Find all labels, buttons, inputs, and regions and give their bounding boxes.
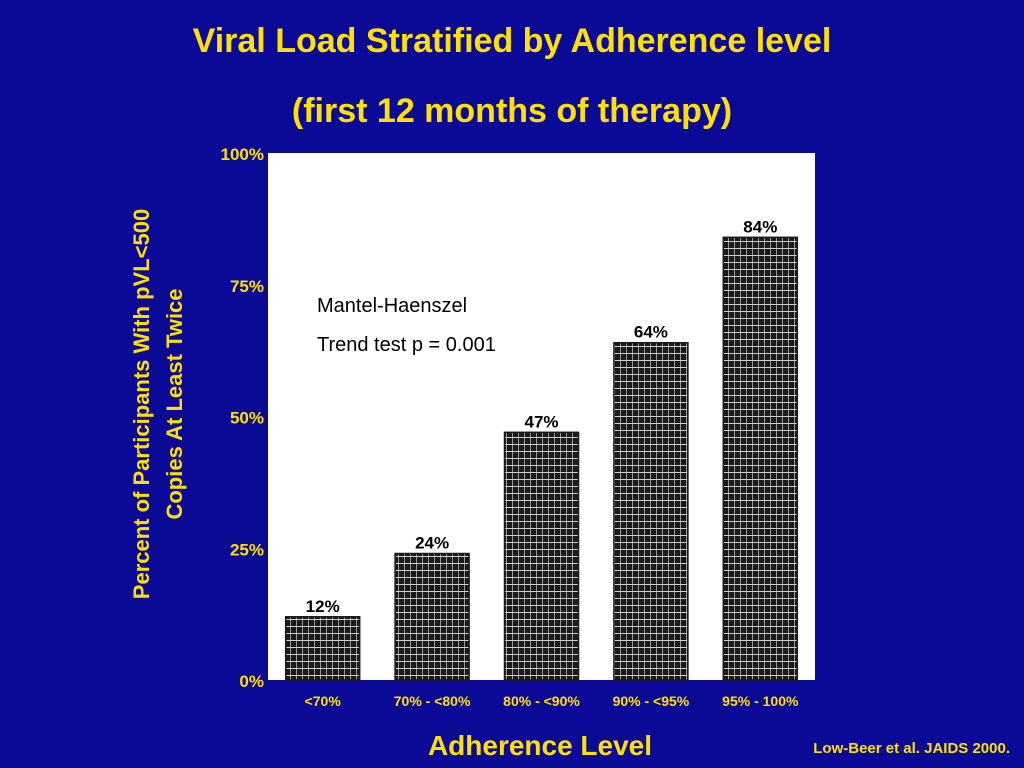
y-tick-label: 75% [230, 277, 264, 296]
x-tick-label: 80% - <90% [503, 693, 580, 709]
x-tick-label: <70% [305, 693, 342, 709]
bar-value-label: 47% [524, 412, 558, 431]
chart-title: Viral Load Stratified by Adherence level [192, 22, 832, 60]
bar [394, 552, 470, 681]
y-tick-label: 0% [239, 672, 264, 691]
bar [503, 431, 580, 681]
x-tick-label: 90% - <95% [613, 693, 690, 709]
y-tick-label: 100% [221, 145, 264, 164]
bar [722, 236, 799, 681]
y-axis-title-line2: Copies At Least Twice [162, 288, 187, 519]
trend-annotation-line1: Mantel-Haenszel [317, 295, 467, 317]
trend-annotation-line2: Trend test p = 0.001 [317, 334, 496, 356]
bar-value-label: 64% [634, 323, 668, 342]
y-axis-title-line1: Percent of Participants With pVL<500 [129, 209, 154, 599]
x-axis-title: Adherence Level [427, 730, 653, 761]
bar-value-label: 84% [743, 217, 777, 236]
source-citation: Low-Beer et al. JAIDS 2000. [813, 740, 1010, 757]
y-tick-label: 25% [230, 540, 264, 559]
bar [613, 341, 689, 681]
y-tick-label: 50% [230, 409, 264, 428]
x-tick-label: 95% - 100% [722, 693, 799, 709]
bar-value-label: 24% [415, 534, 449, 553]
chart-subtitle: (first 12 months of therapy) [291, 92, 733, 130]
bar-value-label: 12% [306, 597, 340, 616]
bar [284, 616, 361, 681]
x-tick-label: 70% - <80% [394, 693, 471, 709]
